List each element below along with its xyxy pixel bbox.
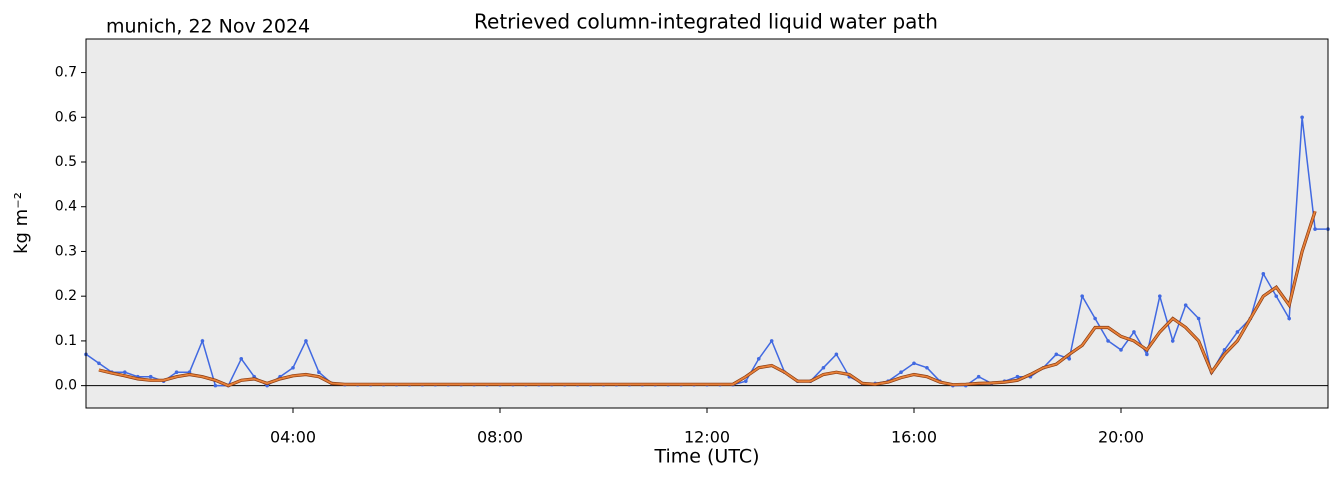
y-axis-label: kg m⁻² [11,192,32,254]
raw-point [1093,316,1097,321]
raw-point [1119,348,1123,352]
raw-point [1067,357,1072,361]
raw-point [976,374,981,379]
raw-point [899,370,903,375]
raw-point [925,365,929,370]
x-tick-label: 08:00 [477,428,523,447]
raw-point [1261,272,1266,276]
raw-point [1300,115,1304,120]
raw-point [304,339,308,343]
raw-point [834,352,839,357]
raw-point [1015,374,1020,379]
raw-point [756,357,761,361]
plot-frame [85,38,1329,409]
chart-title: Retrieved column-integrated liquid water… [474,10,938,34]
y-tick-label: 0.3 [55,243,77,259]
raw-point [1196,316,1201,321]
raw-point [239,357,244,361]
raw-point [200,339,205,343]
raw-point [1132,330,1136,334]
raw-point [1054,352,1059,357]
smoothed-line [98,210,1316,387]
raw-point [1235,330,1240,334]
raw-point [1313,227,1317,231]
raw-point [821,365,826,370]
raw-point [1222,348,1227,352]
raw-point [1080,294,1084,298]
x-axis-label: Time (UTC) [653,446,759,468]
raw-point [213,383,218,388]
y-tick-label: 0.6 [55,109,77,125]
raw-point [291,365,295,370]
y-tick-label: 0.7 [55,65,77,81]
raw-point [1274,294,1279,298]
raw-point [148,374,153,379]
plot-area [86,39,1328,408]
x-tick-label: 04:00 [270,428,316,447]
raw-point [1158,294,1162,298]
raw-point [912,361,916,366]
raw-point [1183,303,1188,307]
x-tick-label: 20:00 [1098,428,1144,447]
y-tick-label: 0.5 [55,154,77,170]
raw-point [1145,352,1149,357]
y-tick-label: 0.0 [55,378,77,394]
x-tick-label: 16:00 [891,428,937,447]
raw-point [1170,339,1175,343]
raw-point [97,361,101,366]
raw-point [1106,339,1110,343]
y-tick-label: 0.2 [55,288,77,304]
raw-point [174,370,179,375]
annotation: munich, 22 Nov 2024 [106,16,310,38]
y-tick-label: 0.4 [55,199,77,215]
raw-point [1287,316,1291,321]
y-tick-label: 0.1 [55,333,77,349]
raw-point [317,370,321,375]
raw-point [744,379,748,383]
x-tick-label: 12:00 [684,428,730,447]
raw-point [769,339,774,343]
raw-point [123,370,127,375]
